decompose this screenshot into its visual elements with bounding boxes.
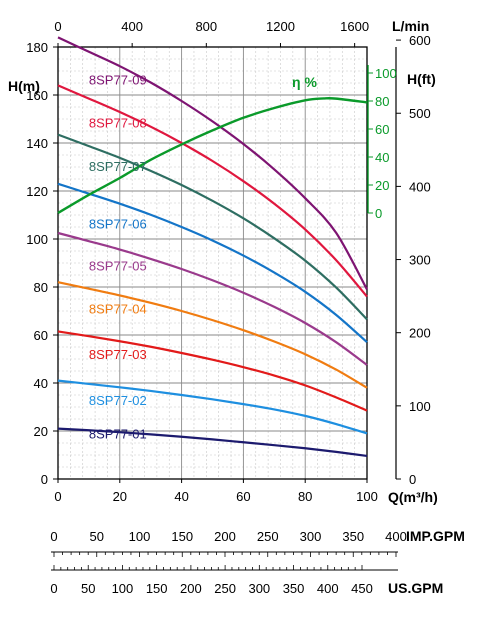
efficiency-tick-label: 100 (375, 66, 397, 81)
x-bottom-tick-label: 100 (356, 489, 378, 504)
y-right-tick-label: 600 (409, 33, 431, 48)
x-bottom-tick-label: 0 (54, 489, 61, 504)
x-top-tick-label: 800 (195, 19, 217, 34)
us-gpm-label: US.GPM (388, 580, 443, 596)
imp-gpm-tick-label: 0 (50, 529, 57, 544)
curves (57, 36, 368, 458)
imp-gpm-scale: 0 50 100 150 200 250 300 350 400 (50, 529, 407, 557)
curve-label: 8SP77-09 (89, 72, 147, 87)
efficiency-tick-label: 20 (375, 178, 389, 193)
us-gpm-tick-label: 450 (351, 581, 373, 596)
imp-gpm-tick-label: 200 (214, 529, 236, 544)
curve-label: 8SP77-01 (89, 426, 147, 441)
y-left-tick-label: 160 (26, 88, 48, 103)
y-left-tick-label: 0 (41, 472, 48, 487)
efficiency-axis-label: η % (292, 74, 317, 90)
efficiency-tick-label: 40 (375, 150, 389, 165)
curve-8sp77-02 (57, 379, 368, 435)
x-bottom-tick-label: 60 (236, 489, 250, 504)
y-right-tick-label: 500 (409, 106, 431, 121)
y-left-tick-label: 60 (34, 328, 48, 343)
curve-8sp77-01 (57, 427, 368, 458)
efficiency-tick-label: 60 (375, 122, 389, 137)
imp-gpm-tick-label: 250 (257, 529, 279, 544)
plot-frame (57, 46, 368, 480)
curve-label: 8SP77-02 (89, 393, 147, 408)
us-gpm-tick-label: 400 (317, 581, 339, 596)
top-axis-label: L/min (392, 18, 429, 34)
us-gpm-tick-label: 300 (248, 581, 270, 596)
curve-8sp77-03 (57, 330, 368, 412)
y-right-tick-label: 200 (409, 326, 431, 341)
x-bottom-tick-label: 20 (113, 489, 127, 504)
axis-ticks (53, 39, 401, 483)
us-gpm-tick-label: 150 (146, 581, 168, 596)
y-right-tick-label: 300 (409, 253, 431, 268)
curve-label: 8SP77-05 (89, 258, 147, 273)
imp-gpm-tick-label: 350 (342, 529, 364, 544)
x-top-tick-label: 0 (54, 19, 61, 34)
curve-label: 8SP77-07 (89, 159, 147, 174)
y-left-tick-label: 100 (26, 232, 48, 247)
curve-8sp77-07 (57, 133, 368, 321)
us-gpm-tick-label: 100 (112, 581, 134, 596)
us-gpm-tick-label: 250 (214, 581, 236, 596)
left-axis-label: H(m) (8, 78, 40, 94)
curve-- (57, 97, 368, 215)
curve-8sp77-05 (57, 231, 368, 366)
us-gpm-scale: 0 50 100 150 200 250 300 350 400 450 (50, 565, 373, 596)
x-top-tick-label: 400 (121, 19, 143, 34)
y-left-tick-label: 40 (34, 376, 48, 391)
y-left-tick-label: 80 (34, 280, 48, 295)
us-gpm-tick-label: 50 (81, 581, 95, 596)
curve-8sp77-06 (57, 182, 368, 344)
imp-gpm-tick-label: 100 (129, 529, 151, 544)
right-axis-label: H(ft) (407, 71, 436, 87)
us-gpm-tick-label: 350 (283, 581, 305, 596)
y-right-tick-label: 0 (409, 472, 416, 487)
x-bottom-tick-label: 40 (174, 489, 188, 504)
imp-gpm-tick-label: 400 (385, 529, 407, 544)
curve-8sp77-08 (57, 84, 368, 298)
imp-gpm-label: IMP.GPM (406, 528, 465, 544)
curve-8sp77-09 (57, 36, 368, 290)
y-right-tick-label: 100 (409, 399, 431, 414)
y-right-tick-label: 400 (409, 179, 431, 194)
imp-gpm-tick-label: 50 (90, 529, 104, 544)
x-top-tick-label: 1600 (340, 19, 369, 34)
x-top-tick-label: 1200 (266, 19, 295, 34)
curve-label: 8SP77-06 (89, 216, 147, 231)
imp-gpm-tick-label: 300 (300, 529, 322, 544)
us-gpm-tick-label: 200 (180, 581, 202, 596)
y-left-tick-label: 120 (26, 184, 48, 199)
curve-label: 8SP77-08 (89, 116, 147, 131)
y-left-tick-label: 20 (34, 424, 48, 439)
curve-label: 8SP77-03 (89, 347, 147, 362)
y-left-tick-label: 180 (26, 40, 48, 55)
imp-gpm-tick-label: 150 (171, 529, 193, 544)
x-bottom-tick-label: 80 (298, 489, 312, 504)
bottom-axis-label: Q(m³/h) (388, 489, 438, 505)
curve-label: 8SP77-04 (89, 302, 147, 317)
curve-8sp77-04 (57, 281, 368, 389)
us-gpm-tick-label: 0 (50, 581, 57, 596)
y-left-tick-label: 140 (26, 136, 48, 151)
curve-labels: 8SP77-01 8SP77-02 8SP77-03 8SP77-04 8SP77-05… (89, 72, 147, 441)
efficiency-tick-label: 0 (375, 206, 382, 221)
efficiency-tick-label: 80 (375, 94, 389, 109)
